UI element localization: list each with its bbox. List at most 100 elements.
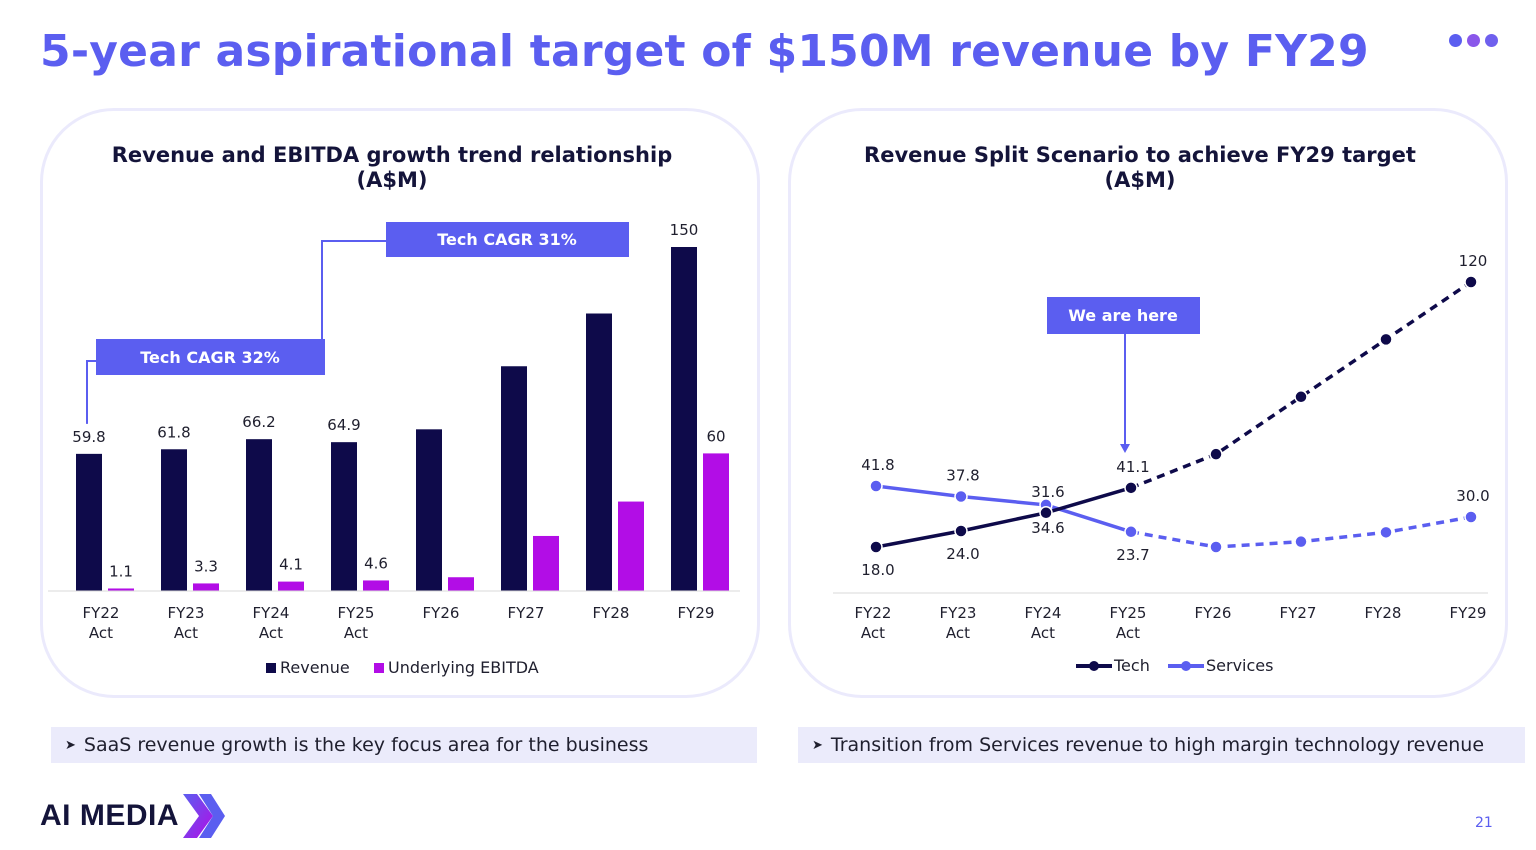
tick-label-fy23-act: FY23 Act (168, 604, 205, 642)
arrow-right-icon: ➤ (812, 738, 823, 753)
cagr-label-2: Tech CAGR 31% (437, 230, 577, 249)
revenue-split-chart: Revenue Split Scenario to achieve FY29 t… (833, 143, 1490, 675)
services-point-4 (1209, 540, 1223, 554)
legend-marker-services (1181, 661, 1191, 671)
data-label-ebitda-2: 4.1 (279, 556, 303, 574)
data-label-ebitda-7: 60 (706, 427, 725, 445)
dot-2 (1467, 34, 1480, 47)
tick-label-fy26: FY26 (1195, 604, 1232, 622)
legend-label-services: Services (1206, 656, 1273, 675)
data-label-revenue-2: 66.2 (242, 413, 275, 431)
page-number: 21 (1475, 815, 1493, 831)
cagr-connector-1 (86, 360, 96, 424)
bar-ebitda-7 (703, 453, 729, 591)
legend-swatch-revenue (266, 663, 276, 673)
tech-point-3 (1124, 481, 1138, 495)
arrow-right-icon: ➤ (65, 738, 76, 753)
bar-revenue-2 (246, 439, 272, 591)
legend-label-revenue: Revenue (280, 658, 350, 677)
legend-label-tech: Tech (1113, 656, 1150, 675)
services-label-0: 41.8 (861, 456, 894, 474)
bullet-left-text: SaaS revenue growth is the key focus are… (83, 734, 649, 756)
dot-3 (1485, 34, 1498, 47)
services-label-1: 37.8 (946, 467, 979, 485)
cagr-box-2 (386, 222, 629, 257)
services-point-1 (954, 489, 968, 504)
cagr-box-1 (96, 339, 325, 375)
chart-title-unit: (A$M) (1105, 168, 1176, 192)
tick-label-fy22-act: FY22 Act (855, 604, 892, 642)
company-logo: AI MEDIA (40, 790, 227, 842)
data-label-revenue-0: 59.8 (72, 428, 105, 446)
tech-label-1: 24.0 (946, 545, 979, 563)
tech-line-forecast (1130, 280, 1472, 490)
bar-ebitda-3 (363, 580, 389, 591)
bar-revenue-6 (586, 313, 612, 591)
data-label-ebitda-0: 1.1 (109, 562, 133, 580)
tech-point-0 (869, 540, 883, 554)
tick-label-fy25-act: FY25 Act (338, 604, 375, 642)
bar-revenue-1 (161, 449, 187, 591)
tick-label-fy23-act: FY23 Act (940, 604, 977, 642)
bar-revenue-5 (501, 366, 527, 591)
services-line-actual (875, 484, 1132, 534)
tick-label-fy27: FY27 (508, 604, 545, 622)
chart-title-unit: (A$M) (357, 168, 428, 192)
double-chevron-icon (183, 794, 225, 838)
logo-text: AI MEDIA (40, 799, 179, 832)
bar-ebitda-6 (618, 501, 644, 591)
legend-swatch-underlying-ebitda (374, 663, 384, 673)
legend-label-underlying-ebitda: Underlying EBITDA (388, 658, 539, 677)
services-point-7 (1464, 510, 1478, 524)
services-point-6 (1379, 525, 1393, 540)
page-title: 5-year aspirational target of $150M reve… (40, 26, 1369, 77)
dot-1 (1449, 34, 1462, 47)
bar-ebitda-1 (193, 583, 219, 591)
tick-label-fy29: FY29 (1450, 604, 1487, 622)
legend-marker-tech (1089, 661, 1099, 671)
we-are-here-box (1047, 297, 1200, 334)
services-point-0 (869, 479, 883, 493)
data-label-revenue-1: 61.8 (157, 423, 190, 441)
bar-ebitda-2 (278, 581, 304, 591)
bar-revenue-3 (331, 442, 357, 591)
tech-label-0: 18.0 (861, 561, 894, 579)
bar-revenue-4 (416, 429, 442, 591)
menu-dots-icon (1449, 34, 1498, 47)
tick-label-fy22-act: FY22 Act (83, 604, 120, 642)
bullet-right: ➤ Transition from Services revenue to hig… (798, 727, 1525, 763)
tech-label-7: 120 (1459, 252, 1488, 270)
bullet-right-text: Transition from Services revenue to high… (830, 734, 1485, 756)
services-point-5 (1294, 534, 1308, 549)
tick-label-fy26: FY26 (423, 604, 460, 622)
bar-ebitda-5 (533, 535, 559, 591)
revenue-split-panel: Revenue Split Scenario to achieve FY29 t… (788, 108, 1508, 698)
tick-label-fy27: FY27 (1280, 604, 1317, 622)
data-label-ebitda-3: 4.6 (364, 554, 388, 572)
chart-title: Revenue Split Scenario to achieve FY29 t… (864, 143, 1416, 167)
services-label-3: 23.7 (1116, 546, 1149, 564)
tech-point-4 (1209, 447, 1223, 461)
tech-point-2 (1039, 506, 1053, 520)
tick-label-fy24-act: FY24 Act (1025, 604, 1062, 642)
tech-label-2: 31.6 (1031, 483, 1064, 501)
bar-revenue-7 (671, 247, 697, 591)
tech-line-actual (875, 486, 1132, 549)
revenue-ebitda-chart: Revenue and EBITDA growth trend relation… (48, 143, 740, 677)
tech-point-7 (1464, 275, 1478, 289)
tick-label-fy24-act: FY24 Act (253, 604, 290, 642)
bar-revenue-0 (76, 453, 102, 591)
tech-label-3: 41.1 (1116, 458, 1149, 476)
services-label-2: 34.6 (1031, 519, 1064, 537)
cagr-connector-2 (321, 240, 386, 339)
revenue-ebitda-panel: Revenue and EBITDA growth trend relation… (40, 108, 760, 698)
tech-point-5 (1294, 390, 1308, 404)
data-label-ebitda-1: 3.3 (194, 557, 218, 575)
services-point-3 (1124, 525, 1138, 539)
tick-label-fy25-act: FY25 Act (1110, 604, 1147, 642)
tick-label-fy29: FY29 (678, 604, 715, 622)
data-label-revenue-7: 150 (670, 221, 699, 239)
data-label-revenue-3: 64.9 (327, 416, 360, 434)
tick-label-fy28: FY28 (593, 604, 630, 622)
bar-ebitda-0 (108, 588, 134, 591)
